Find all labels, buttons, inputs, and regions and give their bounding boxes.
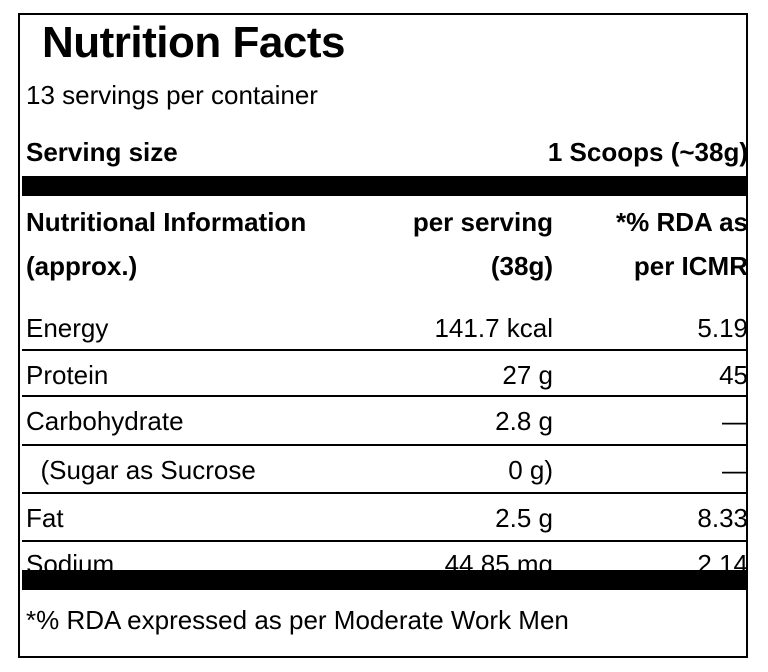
nutrient-name: Protein <box>26 360 109 390</box>
header-col2-line2: (38g) <box>490 251 553 281</box>
nutrient-row-sugar: (Sugar as Sucrose 0 g) — <box>22 447 748 493</box>
nutrient-rda: 45 <box>719 360 748 390</box>
nutrient-name: Energy <box>26 313 109 343</box>
nutrition-label <box>18 13 748 658</box>
nutrient-per-serving: 0 g) <box>508 455 553 485</box>
nutrient-rda: — <box>722 455 748 485</box>
row-divider <box>22 349 748 351</box>
header-col3-line2: per ICMR <box>633 251 748 281</box>
nutrient-per-serving: 27 g <box>502 360 553 390</box>
nutrient-name: (Sugar as Sucrose <box>26 455 256 485</box>
nutrient-row-protein: Protein 27 g 45 <box>22 352 748 398</box>
header-col1-line2: (approx.) <box>26 251 138 281</box>
nutrient-name: Fat <box>26 503 64 533</box>
nutrient-per-serving: 2.8 g <box>495 406 553 436</box>
nutrient-name: Carbohydrate <box>26 406 184 436</box>
nutrient-per-serving: 2.5 g <box>495 503 553 533</box>
header-nutritional-information: Nutritional Information (approx.) <box>26 200 306 288</box>
rda-footnote: *% RDA expressed as per Moderate Work Me… <box>26 605 569 635</box>
header-col1-line1: Nutritional Information <box>26 207 307 237</box>
row-divider <box>22 492 748 494</box>
serving-size-value: 1 Scoops (~38g) <box>547 137 748 167</box>
nutrient-rda: 5.19 <box>697 313 748 343</box>
row-divider <box>22 540 748 542</box>
header-col2-line1: per serving <box>412 207 553 237</box>
nutrient-rda: 8.33 <box>697 503 748 533</box>
header-per-serving: per serving (38g) <box>413 200 553 288</box>
nutrient-row-fat: Fat 2.5 g 8.33 <box>22 495 748 541</box>
serving-size-row: Serving size 1 Scoops (~38g) <box>26 137 748 168</box>
header-col3-line1: *% RDA as <box>616 207 748 237</box>
row-divider <box>22 444 748 446</box>
nutrient-row-energy: Energy 141.7 kcal 5.19 <box>22 305 748 351</box>
thick-divider-bottom <box>22 570 748 590</box>
servings-per-container: 13 servings per container <box>26 80 318 110</box>
row-divider <box>22 395 748 397</box>
serving-size-label: Serving size <box>26 137 178 167</box>
nutrient-rda: — <box>722 406 748 436</box>
thick-divider-top <box>22 176 748 196</box>
header-rda: *% RDA as per ICMR <box>616 200 748 288</box>
nutrient-per-serving: 141.7 kcal <box>434 313 553 343</box>
nutrient-row-carbohydrate: Carbohydrate 2.8 g — <box>22 398 748 444</box>
label-title: Nutrition Facts <box>42 18 345 67</box>
